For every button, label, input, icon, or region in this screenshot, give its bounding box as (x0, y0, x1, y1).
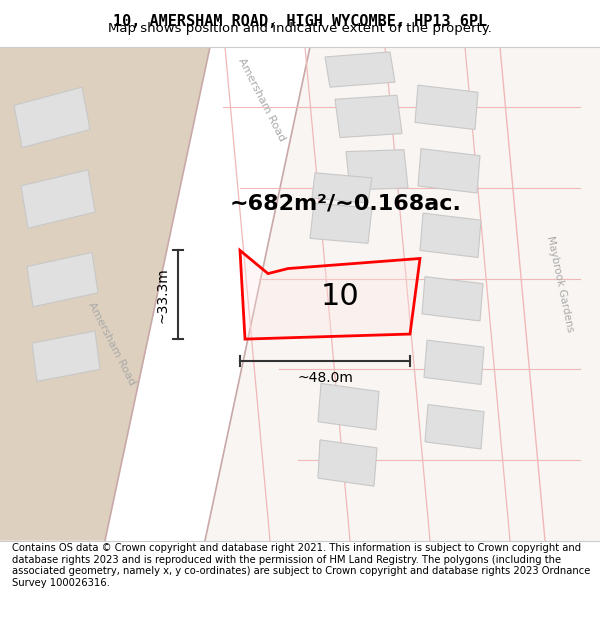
Polygon shape (240, 251, 420, 339)
Text: Contains OS data © Crown copyright and database right 2021. This information is : Contains OS data © Crown copyright and d… (12, 543, 590, 588)
Text: ~682m²/~0.168ac.: ~682m²/~0.168ac. (230, 193, 462, 213)
Polygon shape (425, 404, 484, 449)
Text: Maybrook Gardens: Maybrook Gardens (545, 234, 575, 332)
Text: ~33.3m: ~33.3m (156, 267, 170, 322)
Text: ~48.0m: ~48.0m (297, 371, 353, 386)
Polygon shape (420, 213, 481, 258)
Polygon shape (27, 253, 98, 307)
Polygon shape (415, 85, 478, 129)
Polygon shape (335, 95, 402, 138)
Text: 10, AMERSHAM ROAD, HIGH WYCOMBE, HP13 6PL: 10, AMERSHAM ROAD, HIGH WYCOMBE, HP13 6P… (113, 14, 487, 29)
Polygon shape (346, 149, 408, 190)
Polygon shape (422, 277, 483, 321)
Polygon shape (105, 47, 310, 541)
Polygon shape (0, 47, 215, 541)
Polygon shape (21, 170, 95, 228)
Polygon shape (418, 149, 480, 193)
Text: Map shows position and indicative extent of the property.: Map shows position and indicative extent… (108, 22, 492, 35)
Polygon shape (312, 173, 372, 203)
Text: 10: 10 (320, 282, 359, 311)
Polygon shape (325, 52, 395, 87)
Polygon shape (310, 203, 372, 243)
Text: Amersham Road: Amersham Road (236, 56, 287, 142)
Text: Amersham Road: Amersham Road (86, 301, 137, 388)
Polygon shape (14, 87, 90, 148)
Polygon shape (318, 440, 377, 486)
Polygon shape (424, 340, 484, 384)
Polygon shape (32, 331, 100, 381)
Polygon shape (205, 47, 600, 541)
Polygon shape (318, 383, 379, 430)
